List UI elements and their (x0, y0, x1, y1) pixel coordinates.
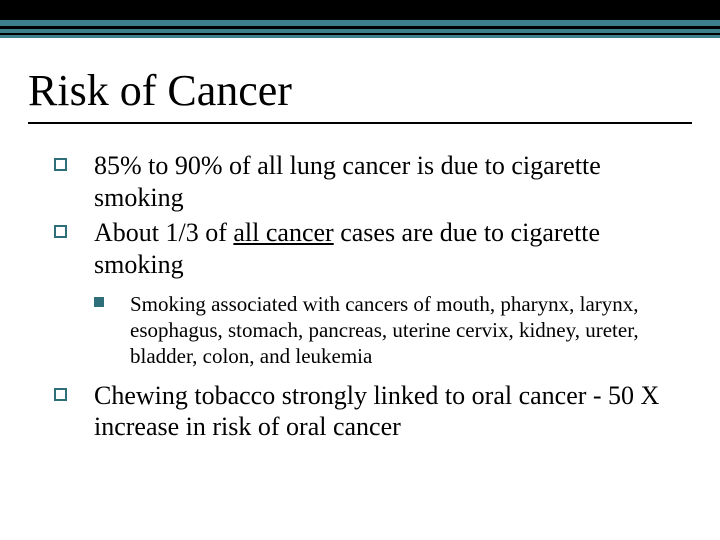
bullet-1: 85% to 90% of all lung cancer is due to … (54, 150, 674, 213)
bullet-3-text: Chewing tobacco strongly linked to oral … (94, 381, 659, 442)
header-bar-6 (0, 35, 720, 38)
square-bullet-icon (54, 225, 67, 238)
filled-square-bullet-icon (94, 297, 104, 307)
header-bars (0, 0, 720, 38)
slide: Risk of Cancer 85% to 90% of all lung ca… (0, 0, 720, 540)
bullet-2-sub: Smoking associated with cancers of mouth… (94, 291, 674, 370)
bullet-3: Chewing tobacco strongly linked to oral … (54, 380, 674, 443)
square-bullet-icon (54, 158, 67, 171)
bullet-2-sub-text: Smoking associated with cancers of mouth… (130, 292, 639, 369)
header-bar-1 (0, 0, 720, 20)
bullet-2-pre: About 1/3 of (94, 218, 233, 247)
bullet-2-underline: all cancer (233, 218, 333, 247)
title-row: Risk of Cancer (28, 68, 692, 124)
slide-title: Risk of Cancer (28, 68, 692, 120)
content: 85% to 90% of all lung cancer is due to … (54, 150, 674, 447)
bullet-2: About 1/3 of all cancer cases are due to… (54, 217, 674, 280)
bullet-1-text: 85% to 90% of all lung cancer is due to … (94, 151, 601, 212)
square-bullet-icon (54, 388, 67, 401)
title-rule (28, 122, 692, 124)
